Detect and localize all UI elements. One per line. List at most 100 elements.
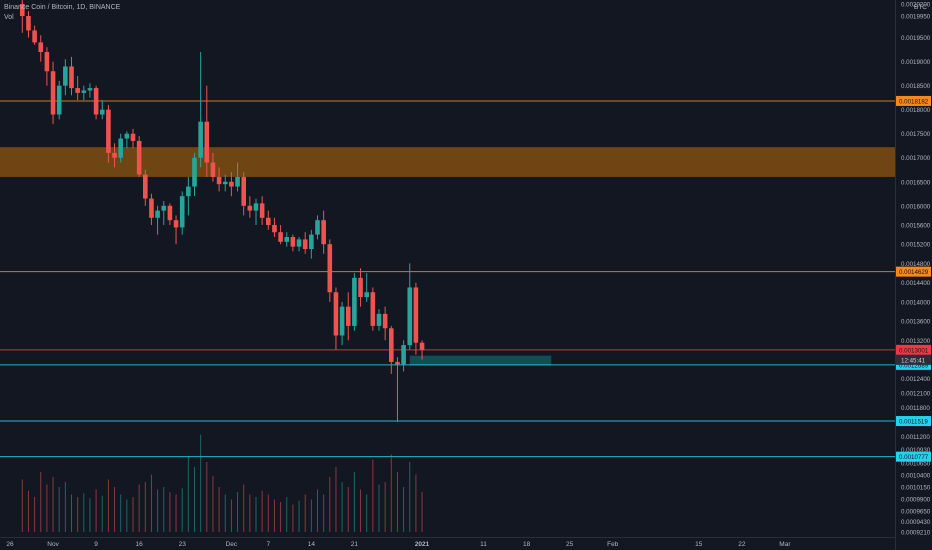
candle-body xyxy=(352,277,357,326)
time-tick-label: 23 xyxy=(179,541,187,548)
volume-bar xyxy=(218,487,220,532)
volume-bar xyxy=(77,497,79,532)
candle-body xyxy=(198,121,203,158)
candle-body xyxy=(26,16,31,31)
countdown-badge xyxy=(896,354,931,365)
price-tick-label: 0.0014400 xyxy=(901,280,931,287)
volume-bar xyxy=(421,492,423,532)
volume-bar xyxy=(206,462,208,532)
volume-bar xyxy=(101,495,103,532)
candle-body xyxy=(222,181,228,185)
volume-bar xyxy=(409,462,411,532)
volume-bar xyxy=(138,484,140,532)
candle-body xyxy=(370,292,376,326)
volume-bar xyxy=(120,494,122,532)
price-tick-label: 0.0017000 xyxy=(901,155,931,162)
volume-bar xyxy=(298,500,300,532)
price-tick-label: 0.0009430 xyxy=(901,519,931,526)
volume-bar xyxy=(243,484,245,532)
candle-body xyxy=(173,220,179,228)
volume-bar xyxy=(132,497,134,532)
candle-body xyxy=(186,186,191,197)
volume-bar xyxy=(378,484,380,532)
volume-bar xyxy=(21,479,23,532)
price-tick-label: 0.0019950 xyxy=(901,14,931,21)
price-tick-label: 0.0010650 xyxy=(901,460,931,467)
candle-body xyxy=(309,234,314,250)
candle-body xyxy=(296,239,302,247)
candle-body xyxy=(345,306,351,326)
candle-body xyxy=(32,30,37,43)
candle-body xyxy=(241,176,246,206)
volume-bar xyxy=(187,457,189,532)
volume-bar xyxy=(64,482,66,532)
time-tick-label: 25 xyxy=(566,541,574,548)
price-tick-label: 0.0013200 xyxy=(901,338,931,345)
candle-body xyxy=(44,52,50,72)
volume-bar xyxy=(169,492,171,532)
candle-body xyxy=(229,181,234,187)
volume-bar xyxy=(335,467,337,532)
volume-bar xyxy=(403,487,405,532)
volume-bar xyxy=(212,475,214,532)
candle-body xyxy=(75,88,80,93)
candle-body xyxy=(401,345,406,365)
candle-body xyxy=(284,237,290,242)
symbol-title: Binance Coin / Bitcoin, 1D, BINANCE xyxy=(4,4,121,11)
level-badge-4 xyxy=(896,416,931,427)
time-tick-label: Nov xyxy=(47,541,59,548)
volume-bar xyxy=(224,494,226,532)
price-tick-label: 0.0010150 xyxy=(901,484,931,491)
candle-body xyxy=(50,71,56,115)
candle-body xyxy=(389,328,394,362)
candle-body xyxy=(38,42,44,53)
price-tick-label: 0.0017500 xyxy=(901,131,931,138)
candle-body xyxy=(407,287,413,346)
candle-body xyxy=(382,313,388,329)
candle-body xyxy=(124,133,130,139)
volume-bar xyxy=(71,494,72,532)
volume-bar xyxy=(237,492,239,532)
volume-bar xyxy=(261,490,263,532)
level-badge-label: 0.0013001 xyxy=(899,347,929,354)
volume-bar xyxy=(40,472,42,532)
volume-bar xyxy=(52,477,54,532)
candle-body xyxy=(290,237,296,247)
volume-bar xyxy=(347,487,349,532)
volume-bar xyxy=(255,497,257,532)
time-tick-label: 11 xyxy=(480,541,487,548)
candle-body xyxy=(143,174,148,199)
level-badge-1 xyxy=(896,266,931,277)
volume-bar xyxy=(366,494,368,532)
candle-body xyxy=(93,88,99,115)
candle-body xyxy=(81,90,87,93)
candle-body xyxy=(247,205,253,211)
candle-body xyxy=(216,176,222,185)
candle-body xyxy=(99,109,105,115)
price-tick-label: 0.0019000 xyxy=(901,59,931,66)
candle-body xyxy=(167,205,173,221)
candle-body xyxy=(63,66,68,86)
level-badge-0 xyxy=(896,95,931,106)
level-badge-2 xyxy=(896,344,931,355)
candle-body xyxy=(112,152,117,158)
volume-bar xyxy=(46,484,48,532)
candle-body xyxy=(155,210,160,218)
candle-body xyxy=(278,232,283,242)
volume-bar xyxy=(114,487,116,532)
price-tick-label: 0.0014000 xyxy=(901,299,931,306)
price-tick-label: 0.0015600 xyxy=(901,223,931,230)
volume-bar xyxy=(89,498,91,532)
candle-body xyxy=(266,217,271,226)
candle-body xyxy=(210,162,216,177)
candle-body xyxy=(161,205,167,211)
level-badge-label: 0.0018182 xyxy=(899,98,929,105)
candle-body xyxy=(149,198,154,218)
time-tick-label: 2021 xyxy=(415,541,430,548)
time-tick-label: 16 xyxy=(136,541,144,548)
volume-bar xyxy=(415,474,417,532)
price-tick-label: 0.0009210 xyxy=(901,530,931,537)
volume-bar xyxy=(273,499,275,532)
volume-bar xyxy=(329,477,331,532)
